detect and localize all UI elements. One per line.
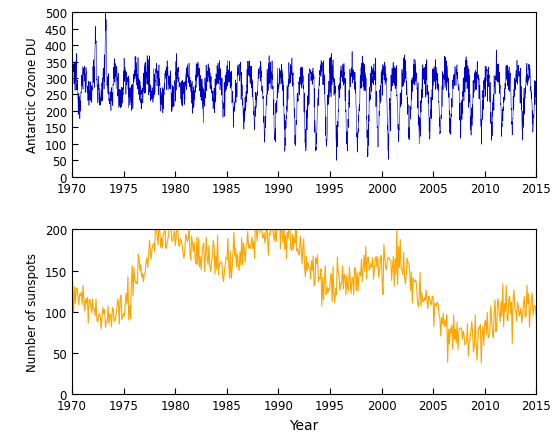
Y-axis label: Antarctic Ozone DU: Antarctic Ozone DU	[26, 38, 39, 153]
Y-axis label: Number of sunspots: Number of sunspots	[26, 253, 39, 371]
X-axis label: Year: Year	[289, 417, 319, 431]
